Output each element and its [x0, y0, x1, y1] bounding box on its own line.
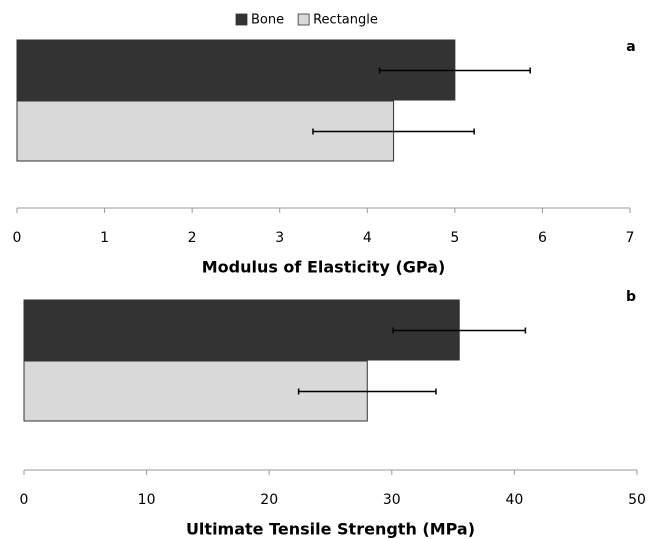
legend-swatch — [297, 13, 310, 26]
panel-label: a — [626, 39, 635, 55]
x-tick-label: 30 — [383, 492, 401, 508]
error-bar — [392, 327, 527, 334]
x-tick-label: 0 — [20, 492, 29, 508]
x-tick-label: 5 — [450, 230, 459, 246]
legend-swatch — [235, 13, 248, 26]
x-tick-label: 7 — [626, 230, 635, 246]
panel-label: b — [626, 289, 636, 305]
x-tick-label: 40 — [505, 492, 523, 508]
x-axis-title: Modulus of Elasticity (GPa) — [202, 258, 446, 277]
x-tick-label: 3 — [275, 230, 284, 246]
legend-label: Rectangle — [313, 13, 378, 28]
x-tick-label: 20 — [260, 492, 278, 508]
error-bar — [378, 67, 531, 74]
x-tick-label: 50 — [628, 492, 646, 508]
error-bar — [312, 128, 475, 135]
x-tick-label: 4 — [363, 230, 372, 246]
bar — [23, 299, 460, 361]
x-tick-label: 1 — [100, 230, 109, 246]
error-bar — [297, 388, 437, 395]
x-axis-title: Ultimate Tensile Strength (MPa) — [186, 520, 475, 539]
x-tick-label: 6 — [538, 230, 547, 246]
x-tick-label: 0 — [13, 230, 22, 246]
x-tick-label: 10 — [138, 492, 156, 508]
legend-label: Bone — [251, 13, 284, 28]
x-tick-label: 2 — [188, 230, 197, 246]
